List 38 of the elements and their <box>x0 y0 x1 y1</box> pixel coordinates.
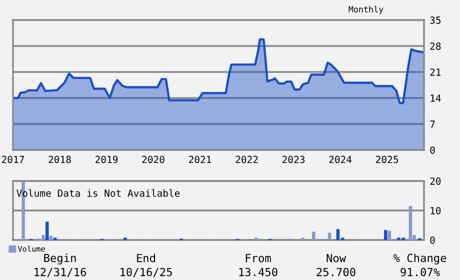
x-tick-label: 2024 <box>329 156 352 164</box>
y-tick-label: 20 <box>430 178 441 185</box>
y-tick-label: 35 <box>430 16 440 24</box>
text: End <box>137 254 155 262</box>
text: Now <box>326 254 346 262</box>
y-tick-label: 14 <box>430 94 441 102</box>
text: 13.450 <box>239 268 278 276</box>
chart-subtitle: Monthly <box>348 6 384 14</box>
y-tick-label: 10 <box>430 207 441 214</box>
y-tick-label: 0 <box>430 146 435 154</box>
x-tick-label: 2019 <box>96 156 118 164</box>
bar <box>42 234 46 240</box>
text: 91.07% <box>400 268 440 276</box>
text: Begin <box>44 254 76 264</box>
x-tick-label: 2021 <box>189 156 212 164</box>
y-tick-label: 7 <box>430 120 435 128</box>
bar <box>388 230 392 240</box>
x-tick-label: 2022 <box>236 156 258 164</box>
bar <box>384 230 388 240</box>
bar <box>408 206 412 240</box>
y-tick-label: 21 <box>430 68 441 76</box>
bar <box>49 236 53 240</box>
x-tick-label: 2025 <box>376 156 398 164</box>
text: From <box>246 254 271 262</box>
text: 25.700 <box>316 268 356 276</box>
x-tick-label: 2018 <box>48 156 71 164</box>
y-tick-label: 28 <box>430 42 441 50</box>
bar <box>312 232 316 240</box>
text: 12/31/16 <box>34 268 86 278</box>
bar <box>328 232 332 240</box>
x-tick-label: 2020 <box>142 156 164 164</box>
annotation: Volume Data is Not Available <box>16 189 180 197</box>
text: % Change <box>393 254 446 264</box>
y-tick-label: 0 <box>430 236 435 244</box>
x-tick-label: 2017 <box>2 156 24 164</box>
text: 10/16/25 <box>120 268 172 278</box>
bar <box>45 222 49 240</box>
x-tick-label: 2023 <box>282 156 305 164</box>
